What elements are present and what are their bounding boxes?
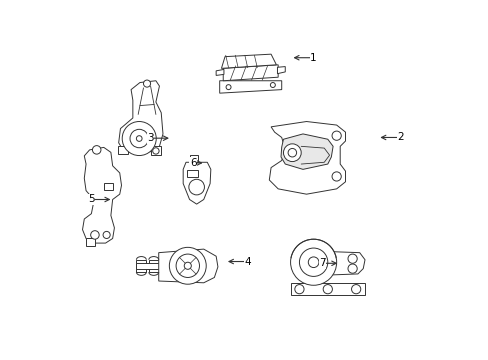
Circle shape	[188, 179, 204, 195]
Polygon shape	[277, 67, 285, 74]
Circle shape	[103, 231, 110, 238]
Circle shape	[152, 148, 159, 154]
Circle shape	[130, 129, 148, 148]
Circle shape	[225, 85, 230, 90]
Text: 6: 6	[189, 158, 196, 168]
Polygon shape	[136, 260, 146, 272]
Polygon shape	[148, 260, 159, 272]
Text: 3: 3	[147, 133, 154, 143]
Text: 5: 5	[88, 194, 95, 204]
Circle shape	[143, 80, 150, 87]
Polygon shape	[136, 263, 159, 269]
Polygon shape	[329, 252, 364, 275]
Polygon shape	[219, 81, 281, 93]
Text: 1: 1	[310, 53, 316, 63]
Polygon shape	[189, 155, 198, 162]
Circle shape	[92, 145, 101, 154]
Polygon shape	[221, 54, 276, 68]
Circle shape	[283, 144, 301, 162]
Circle shape	[287, 148, 296, 157]
Polygon shape	[187, 170, 198, 177]
Polygon shape	[86, 238, 95, 246]
Circle shape	[331, 172, 341, 181]
Circle shape	[294, 284, 304, 294]
Polygon shape	[183, 162, 210, 204]
Circle shape	[299, 248, 327, 276]
Circle shape	[184, 262, 191, 269]
Polygon shape	[82, 147, 121, 243]
Circle shape	[290, 239, 336, 285]
Circle shape	[331, 131, 341, 140]
Polygon shape	[290, 283, 364, 295]
Polygon shape	[118, 146, 127, 154]
Polygon shape	[216, 69, 224, 76]
Circle shape	[307, 257, 318, 267]
Polygon shape	[281, 134, 332, 169]
Text: 4: 4	[244, 257, 251, 266]
Circle shape	[176, 254, 199, 278]
Text: 7: 7	[319, 258, 325, 268]
Circle shape	[122, 122, 156, 156]
Circle shape	[90, 231, 99, 239]
Circle shape	[169, 247, 206, 284]
Circle shape	[270, 82, 275, 87]
Polygon shape	[103, 183, 113, 190]
Polygon shape	[119, 81, 163, 152]
Circle shape	[351, 284, 360, 294]
Polygon shape	[223, 65, 278, 81]
Text: 2: 2	[396, 132, 403, 143]
Circle shape	[347, 264, 356, 273]
Circle shape	[136, 136, 142, 141]
Polygon shape	[269, 122, 345, 194]
Circle shape	[323, 284, 332, 294]
Polygon shape	[150, 146, 161, 155]
Circle shape	[347, 254, 356, 263]
Polygon shape	[159, 249, 218, 283]
